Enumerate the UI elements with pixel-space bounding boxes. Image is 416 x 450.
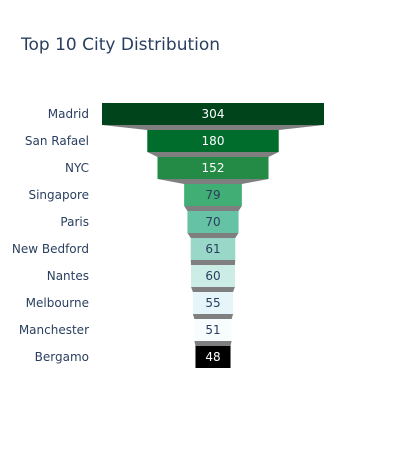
- value-label: 152: [202, 161, 225, 175]
- category-label: Bergamo: [35, 350, 89, 364]
- funnel-connector: [191, 287, 235, 292]
- funnel-bar[interactable]: [147, 130, 279, 152]
- category-label: NYC: [65, 161, 89, 175]
- category-label: New Bedford: [12, 242, 89, 256]
- value-label: 55: [205, 296, 220, 310]
- value-label: 70: [205, 215, 220, 229]
- funnel-connector: [102, 125, 324, 130]
- value-labels: 304 180 152 79 70 61 60 55 51 48: [202, 107, 225, 364]
- funnel-bar[interactable]: [191, 265, 235, 287]
- category-label: Melbourne: [26, 296, 89, 310]
- funnel-bar[interactable]: [192, 292, 234, 314]
- category-label: Paris: [60, 215, 89, 229]
- value-label: 180: [202, 134, 225, 148]
- funnel-connector: [187, 233, 239, 238]
- funnel-bar[interactable]: [187, 211, 239, 233]
- value-label: 61: [205, 242, 220, 256]
- category-label: Nantes: [47, 269, 89, 283]
- funnel-connectors: [102, 125, 324, 346]
- funnel-connector: [157, 179, 269, 184]
- funnel-connector: [192, 314, 234, 319]
- category-label: San Rafael: [25, 134, 89, 148]
- funnel-bar[interactable]: [190, 238, 236, 260]
- funnel-bar[interactable]: [184, 184, 242, 206]
- value-label: 79: [205, 188, 220, 202]
- category-labels: Madrid San Rafael NYC Singapore Paris New Bed…: [12, 107, 89, 364]
- funnel-connector: [190, 260, 236, 265]
- funnel-bar[interactable]: [195, 346, 231, 368]
- funnel-bar[interactable]: [157, 157, 269, 179]
- funnel-connector: [147, 152, 279, 157]
- value-label: 60: [205, 269, 220, 283]
- chart-title: Top 10 City Distribution: [20, 35, 220, 55]
- value-label: 48: [205, 350, 220, 364]
- category-label: Manchester: [19, 323, 89, 337]
- funnel-connector: [184, 206, 242, 211]
- category-label: Singapore: [28, 188, 89, 202]
- funnel-bar[interactable]: [102, 103, 324, 125]
- value-label: 304: [202, 107, 225, 121]
- funnel-bars: [102, 103, 324, 368]
- funnel-bar[interactable]: [194, 319, 232, 341]
- category-label: Madrid: [48, 107, 89, 121]
- funnel-connector: [194, 341, 232, 346]
- value-label: 51: [205, 323, 220, 337]
